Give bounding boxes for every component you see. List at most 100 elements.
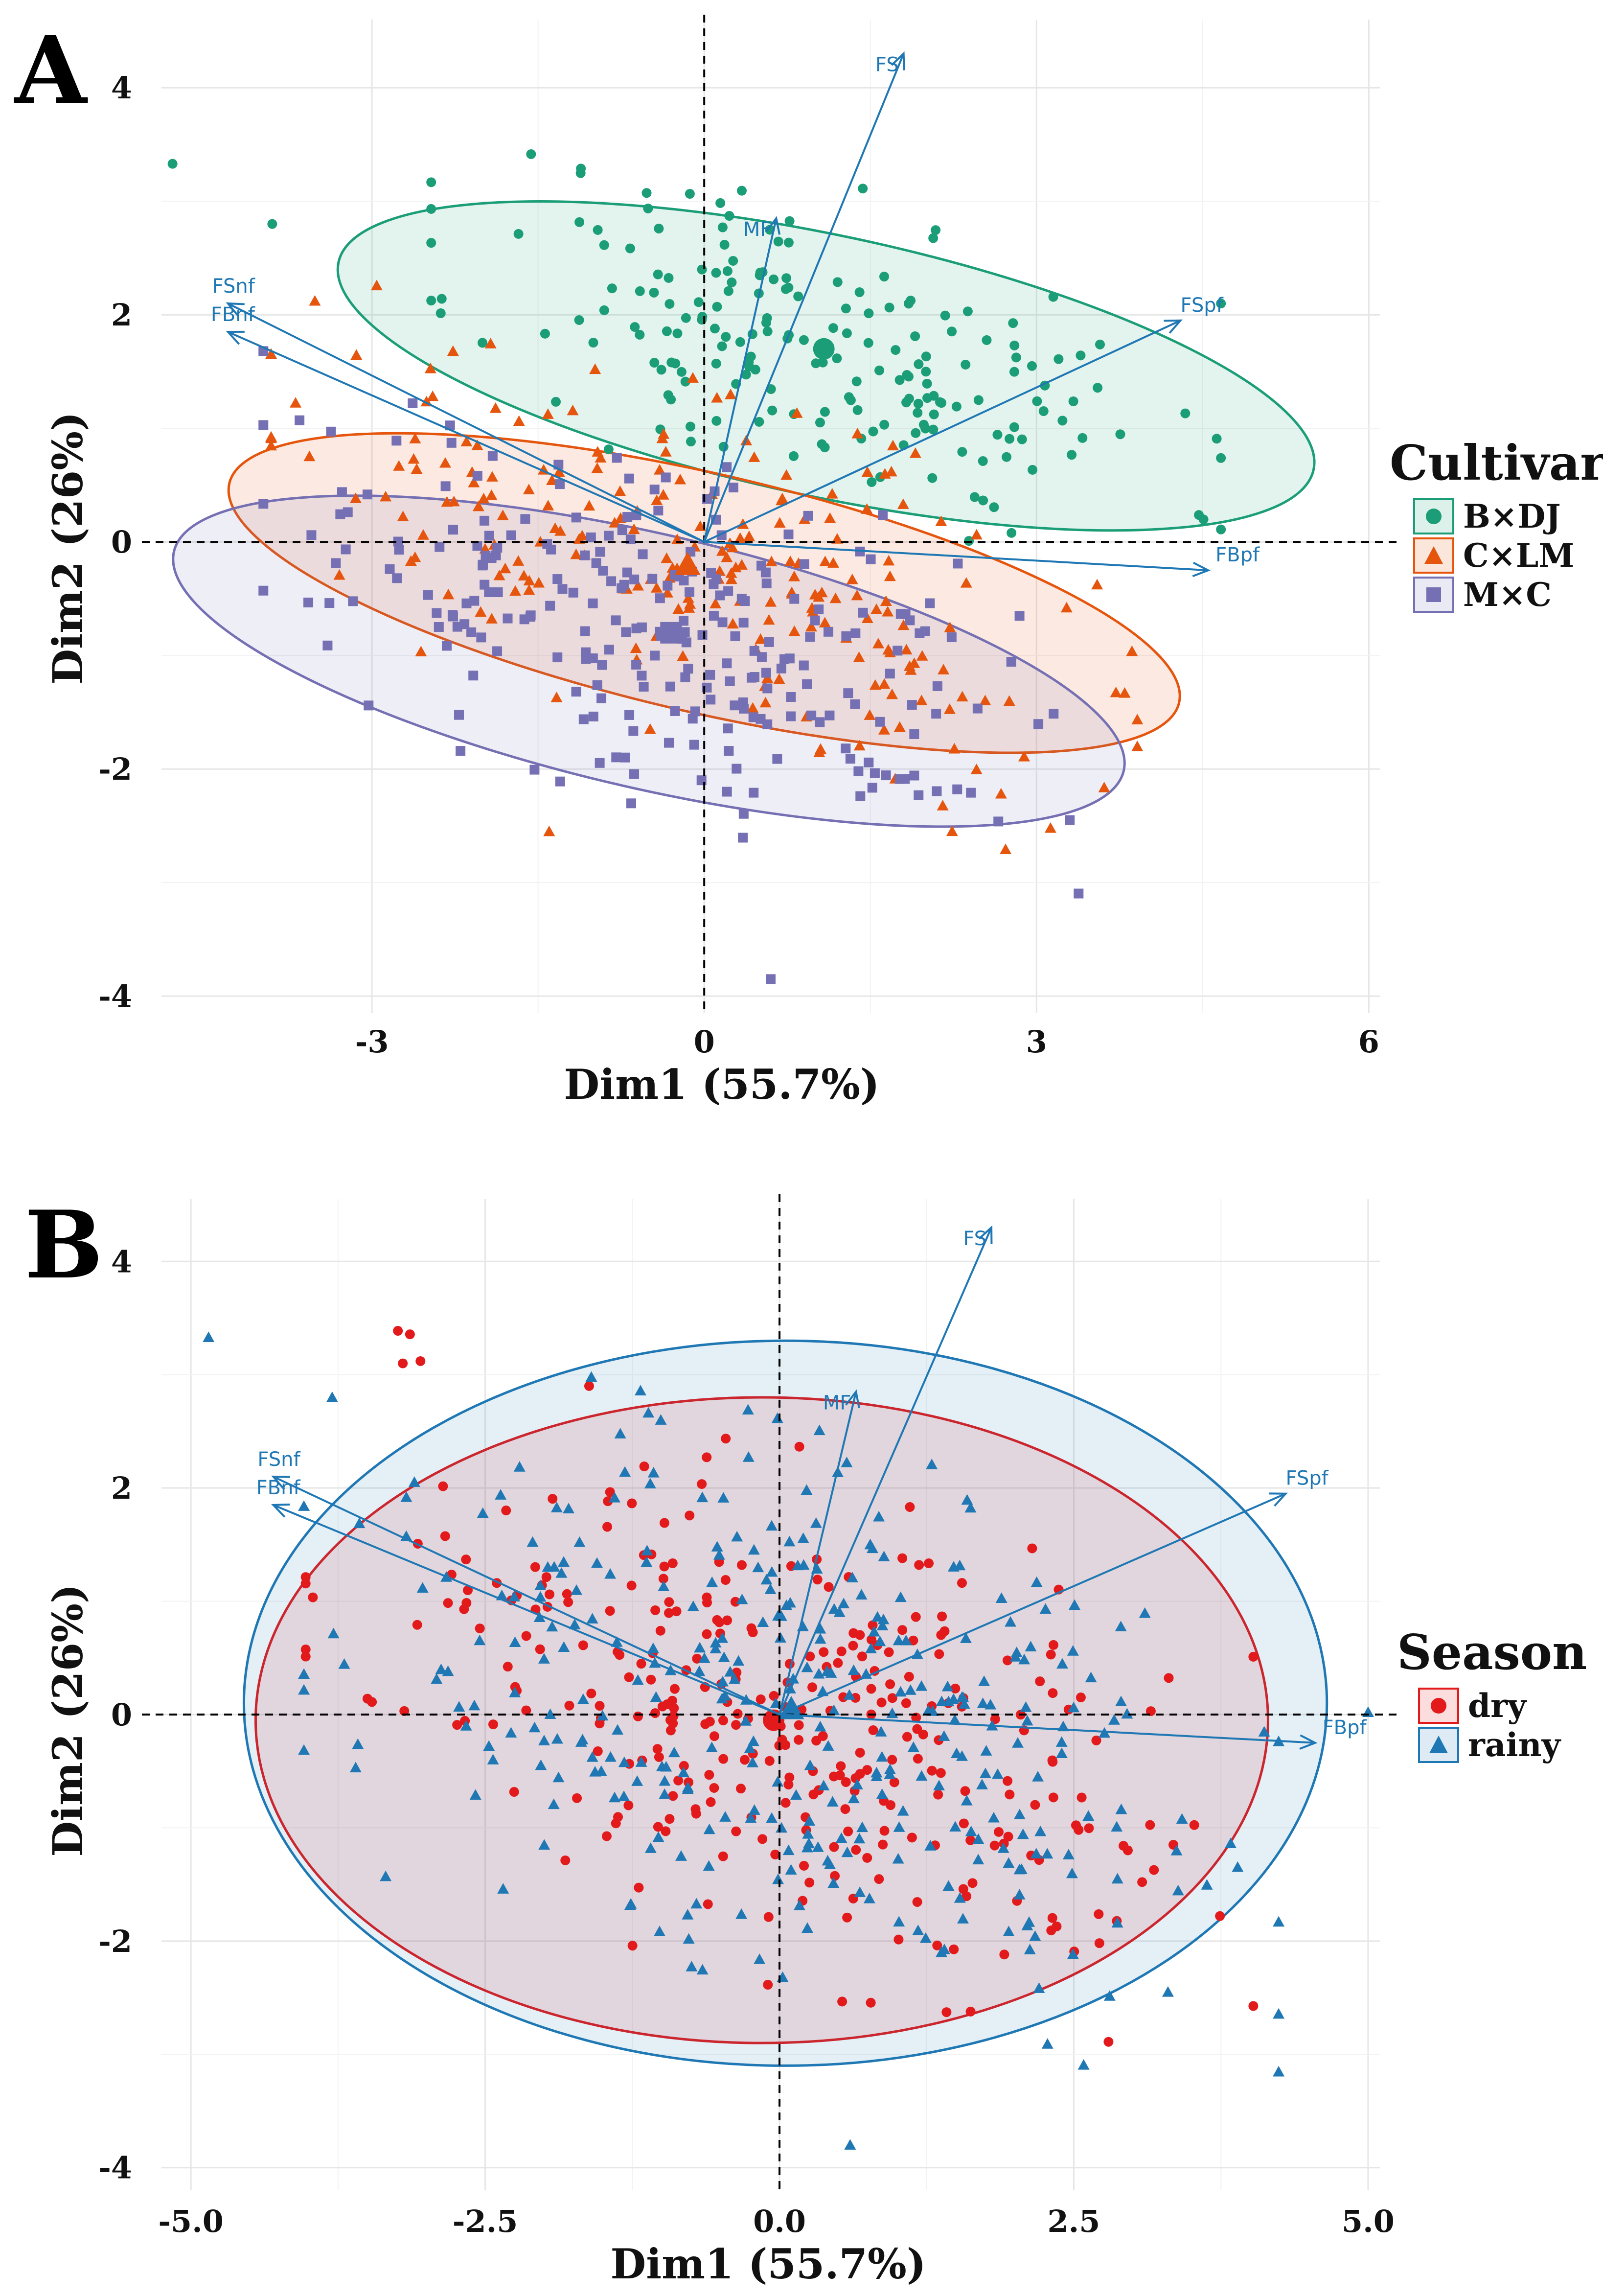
arrow-head (765, 216, 781, 235)
data-point (303, 597, 314, 607)
data-point (801, 1661, 813, 1672)
data-point (1122, 1845, 1133, 1855)
legend-key (1413, 537, 1454, 574)
data-point (878, 678, 891, 689)
data-point (636, 1659, 646, 1669)
data-point (1009, 422, 1019, 432)
data-point (603, 444, 614, 455)
y-tick-label: -4 (98, 978, 132, 1014)
y-tick-label: -2 (98, 1924, 132, 1959)
data-point (727, 618, 739, 629)
data-point (886, 688, 898, 699)
data-point (784, 1772, 795, 1783)
x-tick-label: 6 (1358, 1024, 1379, 1060)
data-point (308, 1592, 318, 1602)
data-point (469, 596, 480, 606)
data-point (815, 717, 825, 727)
data-point (836, 1646, 847, 1656)
data-point (1033, 1982, 1045, 1993)
data-point (819, 617, 831, 627)
data-point (1098, 782, 1110, 792)
x-tick-label: -2.5 (453, 2203, 518, 2239)
data-point (776, 492, 788, 504)
data-point (625, 243, 635, 254)
data-point (916, 695, 928, 705)
data-point (735, 337, 745, 347)
data-point (628, 726, 639, 736)
data-point (706, 1576, 718, 1587)
data-point (1162, 1986, 1174, 1997)
data-point (555, 1567, 568, 1578)
data-point (858, 184, 868, 194)
x-tick-label: 3 (1026, 1024, 1047, 1060)
data-point (724, 1666, 736, 1677)
data-point (534, 1591, 547, 1602)
data-point (1009, 340, 1020, 350)
data-point (513, 1461, 526, 1472)
data-point (778, 1696, 804, 1719)
data-point (690, 1804, 701, 1814)
data-point (303, 450, 316, 462)
data-point (659, 1561, 669, 1572)
data-point (552, 1771, 565, 1783)
confidence-ellipse (254, 1396, 1269, 2044)
arrow-shaft (779, 1714, 1315, 1744)
data-point (635, 329, 645, 340)
data-point (705, 1716, 715, 1727)
data-point (765, 556, 778, 566)
data-point (742, 1404, 754, 1415)
data-point (755, 633, 767, 644)
data-point (1108, 1714, 1120, 1725)
data-point (903, 299, 914, 309)
data-point (549, 522, 561, 533)
data-point (893, 1634, 905, 1646)
data-point (506, 530, 516, 540)
data-point (887, 440, 899, 451)
data-point (783, 1780, 794, 1790)
data-point (902, 1732, 912, 1742)
data-point (824, 1582, 834, 1592)
data-point (947, 326, 957, 337)
data-point (889, 1777, 899, 1787)
data-point (677, 1766, 689, 1778)
data-point (788, 625, 801, 636)
data-point (409, 551, 421, 562)
data-point (681, 313, 691, 323)
data-point (620, 752, 630, 763)
data-point (624, 473, 634, 484)
data-point (1041, 1848, 1053, 1859)
data-point (1014, 611, 1025, 621)
panel-a: A FS MF FSpf FSnf FBnf FBpf -3 0 3 6 -4 -2 0 … (14, 15, 1603, 1109)
data-point (1048, 1640, 1058, 1650)
data-point (557, 584, 568, 594)
data-point (412, 1620, 422, 1630)
data-point (660, 446, 672, 457)
data-point (655, 1625, 665, 1636)
data-point (563, 1597, 573, 1607)
data-point (644, 1478, 656, 1489)
data-point (824, 512, 836, 523)
data-point (766, 1812, 778, 1823)
data-point (820, 407, 830, 417)
arrow-label: MF (743, 218, 772, 241)
data-point (623, 1800, 634, 1810)
data-point (563, 1503, 575, 1513)
data-point (864, 308, 874, 319)
arrow-shaft (228, 331, 705, 543)
data-point (1201, 1879, 1213, 1890)
data-point (980, 1745, 992, 1756)
data-point (914, 359, 924, 370)
data-point (1006, 657, 1016, 667)
data-point (868, 426, 878, 437)
data-point (466, 627, 477, 637)
data-point (874, 1874, 884, 1884)
data-point (568, 587, 578, 598)
data-point (488, 1719, 498, 1730)
data-point (647, 574, 658, 584)
data-point (718, 1851, 728, 1861)
data-point (478, 338, 488, 348)
data-point (991, 1768, 1004, 1779)
data-point (1084, 1823, 1094, 1833)
data-point (484, 338, 497, 348)
